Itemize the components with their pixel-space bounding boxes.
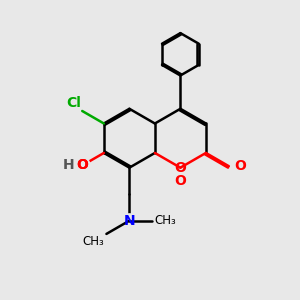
Text: CH₃: CH₃ [155, 214, 176, 227]
Text: O: O [76, 158, 88, 172]
Text: O: O [175, 161, 186, 175]
Text: CH₃: CH₃ [82, 236, 104, 248]
Text: O: O [76, 158, 88, 172]
Text: N: N [124, 214, 135, 228]
Text: H: H [63, 158, 75, 172]
Text: O: O [234, 159, 246, 173]
Text: O: O [175, 174, 186, 188]
Text: Cl: Cl [66, 95, 81, 110]
